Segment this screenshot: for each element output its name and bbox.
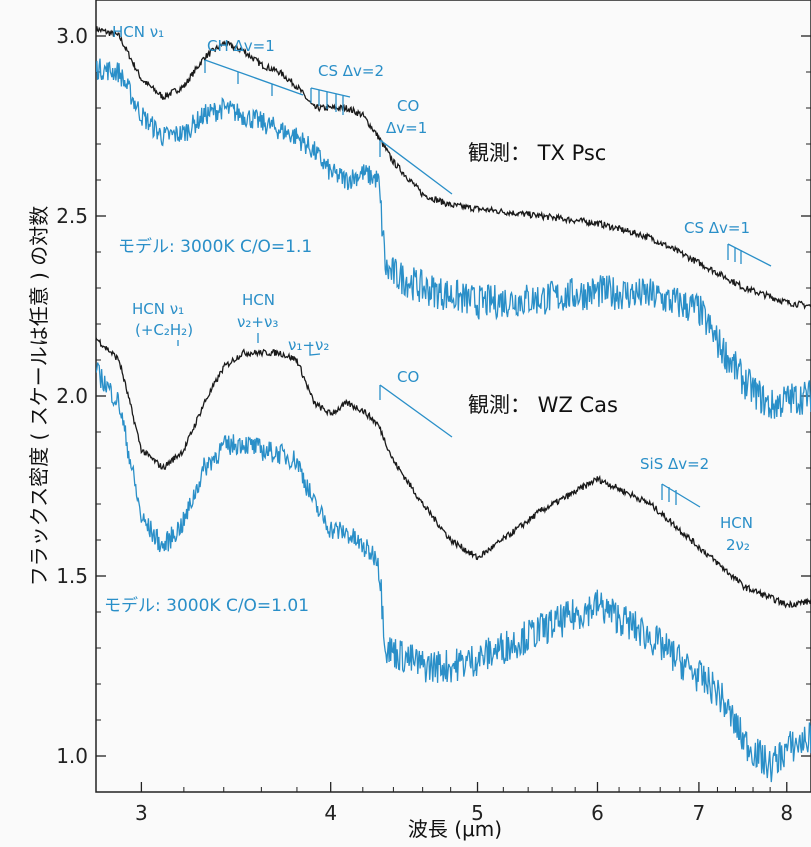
annotation-c2h2: (+C₂H₂) [135,321,193,339]
annotation-hcn-bottom: HCN [720,514,753,532]
annotation-cs-dv2: CS Δv=2 [318,62,384,80]
annotation-nu1-nu2: ν₁−ν₂ [288,336,329,354]
series-line-4 [96,362,811,783]
x-tick-label-7: 7 [693,801,706,825]
x-axis-label: 波長 (μm) [408,817,502,841]
series-line-2 [96,58,811,419]
annotation-co-mid: CO [397,368,419,386]
x-tick-label-6: 6 [591,801,604,825]
co-mid-band-marker [379,384,453,438]
ch-band-marker [204,59,304,96]
annotation-sis: SiS Δv=2 [640,455,709,473]
annotation-hcn-mid: HCN [242,291,275,309]
plot-area [95,0,811,793]
annotation-hcn-nu1-mid: HCN ν₁ [132,300,184,318]
y-tick-label-2.0: 2.0 [56,384,88,408]
y-tick-label-1.5: 1.5 [56,564,88,588]
y-axis-label: フラックス密度 ( スケールは任意 ) の対数 [27,206,51,586]
x-tick-label-4: 4 [324,801,337,825]
model-label-2: モデル: 3000K C/O=1.01 [104,595,309,616]
band-markers [177,59,772,508]
x-tick-label-5: 5 [471,801,484,825]
series-line-3 [96,337,811,609]
y-tick-label-1.0: 1.0 [56,744,88,768]
annotation-2nu2: 2ν₂ [726,536,750,554]
annotation-cs-dv1: CS Δv=1 [684,219,750,237]
annotation-co-top: CO [397,97,419,115]
co-dv1-band-marker [379,139,453,195]
y-tick-label-3.0: 3.0 [56,24,88,48]
model-label-1: モデル: 3000K C/O=1.1 [118,236,312,257]
annotation-co-dv1: Δv=1 [386,119,427,137]
annotation-ch: CH Δv=1 [207,37,275,55]
series-line-1 [96,26,811,310]
x-tick-label-3: 3 [135,801,148,825]
y-tick-label-2.5: 2.5 [56,204,88,228]
annotation-hcn-nu1-top: HCN ν₁ [112,23,164,41]
cs-dv2-band-marker [310,87,351,115]
annotation-nu2-nu3: ν₂+ν₃ [237,313,278,331]
cs-dv1-band-marker [727,243,772,267]
nu1-nu2-marker [309,342,321,356]
obs-label-tx-psc: 観測： TX Psc [468,141,606,165]
x-tick-label-8: 8 [780,801,793,825]
sis-band-marker [661,483,701,508]
obs-label-wz-cas: 観測： WZ Cas [468,393,618,417]
